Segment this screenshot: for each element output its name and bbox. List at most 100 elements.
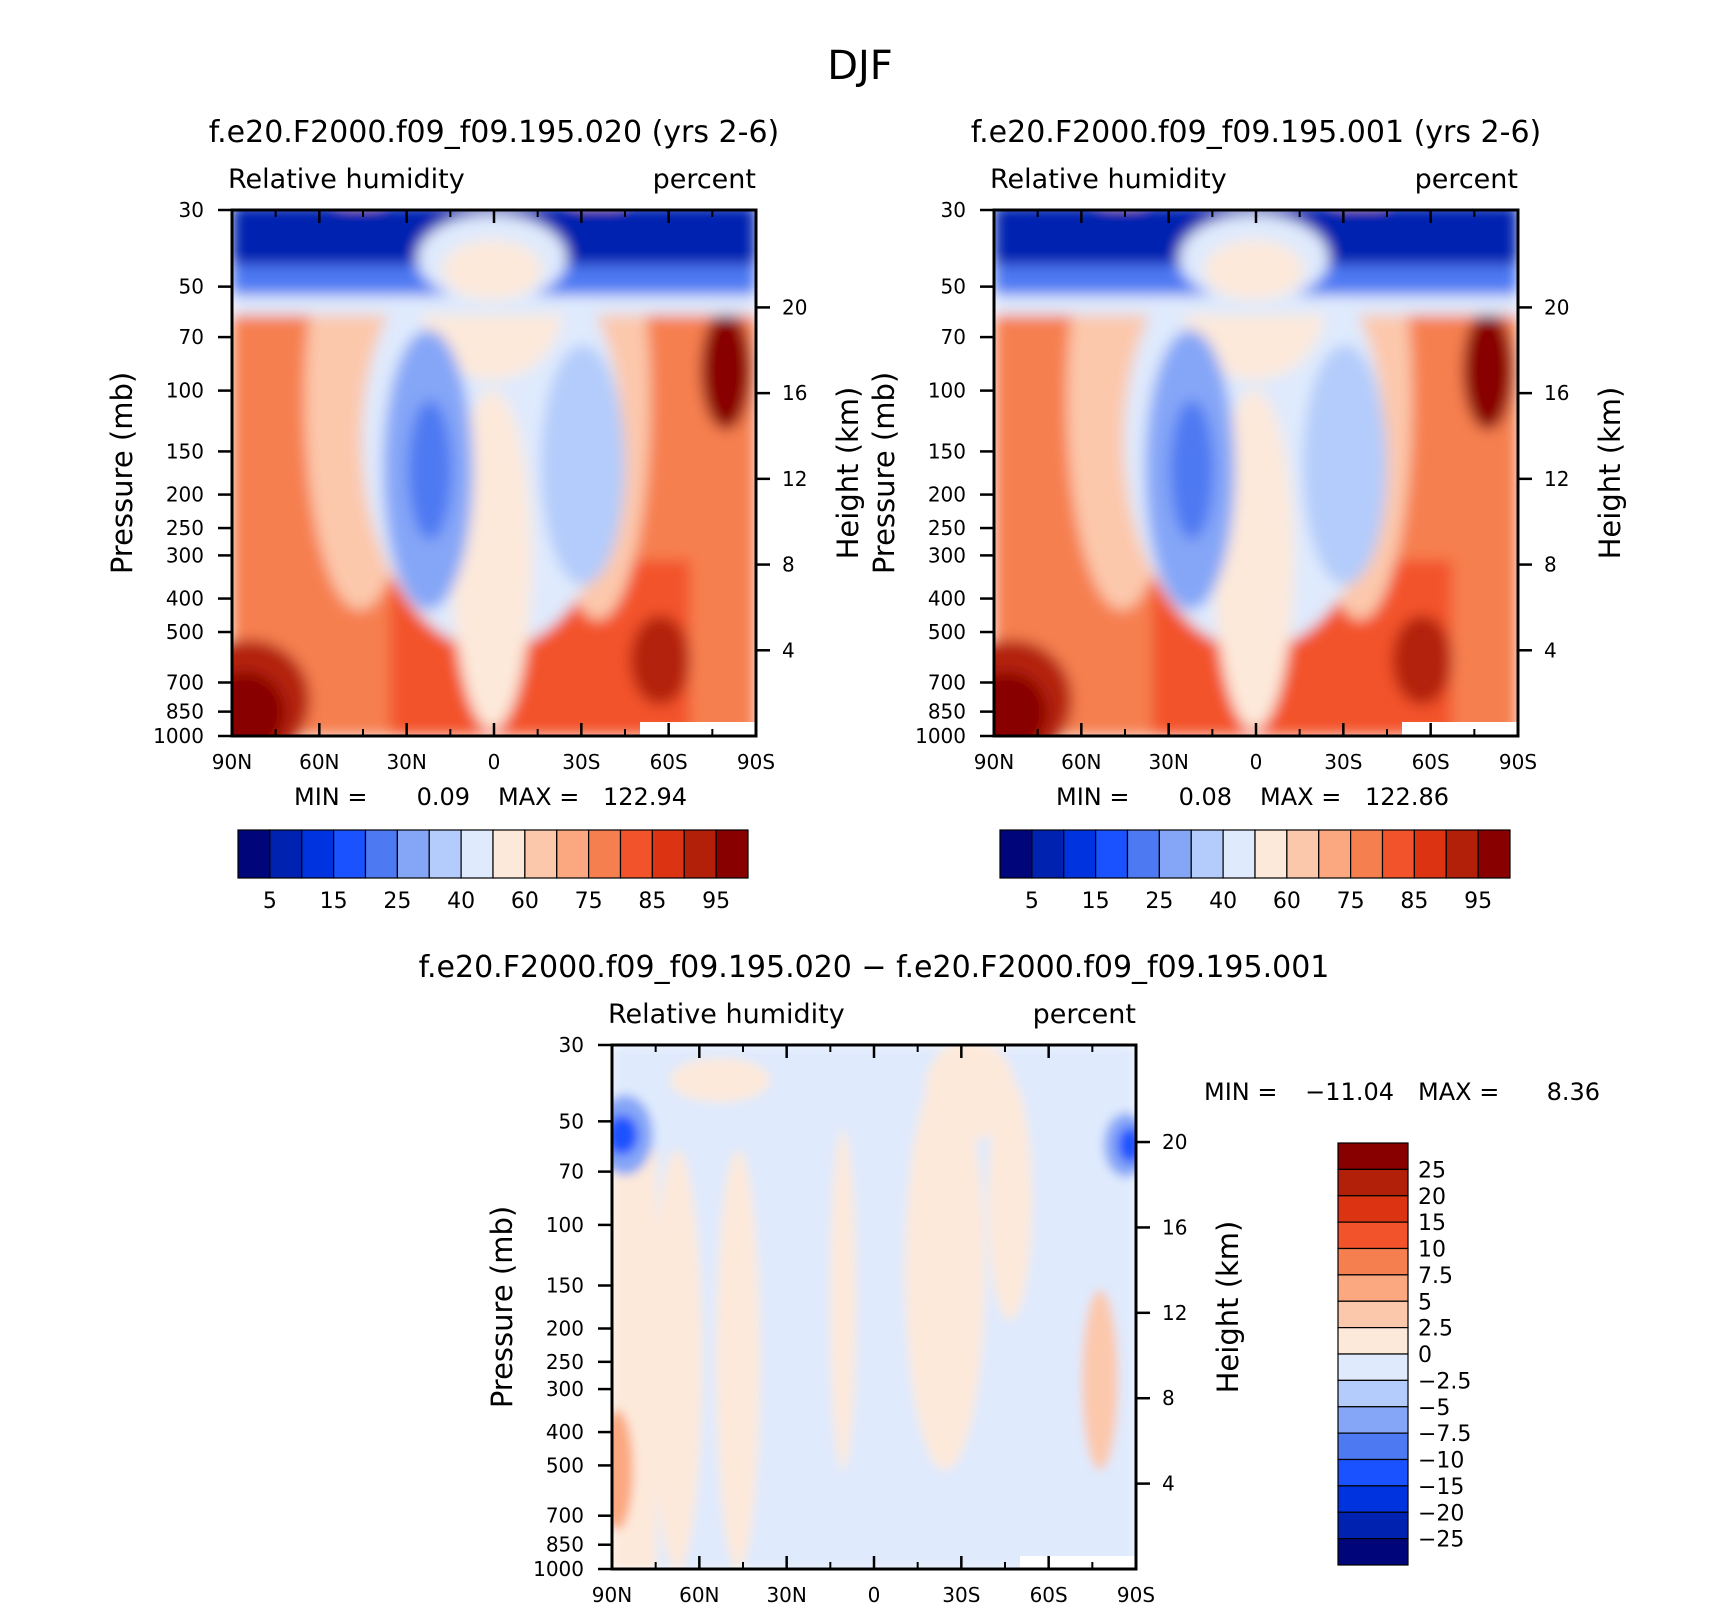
y-tick-label: 100 xyxy=(166,379,204,403)
colorbar-box xyxy=(683,829,717,879)
y-tick-label: 500 xyxy=(928,620,966,644)
colorbar-label: 15 xyxy=(1418,1211,1446,1236)
colorbar-box xyxy=(428,829,462,879)
y-tick-label: 200 xyxy=(546,1316,584,1340)
colorbar-label: 2.5 xyxy=(1418,1317,1453,1342)
colorbar-label: 0 xyxy=(1418,1343,1432,1368)
right-axis-title: Height (km) xyxy=(1211,1221,1245,1394)
y-tick-label: 70 xyxy=(941,325,966,349)
contour-band-40s-positive xyxy=(988,1080,1032,1320)
panel-bottom-difference: f.e20.F2000.f09_f09.195.020 − f.e20.F200… xyxy=(419,950,1329,1569)
y-tick-label: 500 xyxy=(166,620,204,644)
x-tick-label: 30N xyxy=(386,750,426,774)
colorbar-label: 15 xyxy=(320,889,348,914)
contour-band-20s-positive xyxy=(905,1070,985,1470)
y-tick-label: 500 xyxy=(546,1453,584,1477)
panel-top-right: f.e20.F2000.f09_f09.195.001 (yrs 2-6) Re… xyxy=(971,115,1541,736)
colorbar-box xyxy=(715,829,749,879)
right-tick-label: 16 xyxy=(782,381,807,405)
figure-title: DJF xyxy=(827,43,893,89)
y-tick-label: 400 xyxy=(166,587,204,611)
min-label: MIN = xyxy=(1204,1078,1277,1106)
contour-band-60n-positive xyxy=(652,1150,702,1569)
min-value: 0.09 xyxy=(417,783,470,811)
contour-band-nh-lower-positive xyxy=(612,1410,633,1530)
colorbar-label: 25 xyxy=(1418,1158,1446,1183)
colorbar-box xyxy=(269,829,303,879)
y-axis-title: Pressure (mb) xyxy=(867,372,901,574)
contour-field xyxy=(232,210,756,736)
right-axis-title: Height (km) xyxy=(1593,387,1627,560)
y-tick-label: 400 xyxy=(546,1420,584,1444)
colorbar-label: 85 xyxy=(638,889,666,914)
colorbar-box xyxy=(333,829,367,879)
y-tick-label: 100 xyxy=(928,379,966,403)
units-label: percent xyxy=(1415,164,1518,195)
colorbar-box xyxy=(588,829,622,879)
missing-data-region xyxy=(1020,1556,1136,1569)
colorbar-label: −20 xyxy=(1418,1501,1464,1526)
colorbar-label: 40 xyxy=(1209,889,1237,914)
colorbar-box xyxy=(1337,1221,1409,1250)
colorbar-box xyxy=(1350,829,1384,879)
colorbar-box xyxy=(556,829,590,879)
colorbar-label: −10 xyxy=(1418,1449,1464,1474)
contour-band-45n-positive xyxy=(716,1150,760,1569)
max-value: 8.36 xyxy=(1547,1078,1600,1106)
contour-band-sh-upper-moist xyxy=(1463,310,1513,430)
x-tick-label: 30N xyxy=(1148,750,1188,774)
field-label: Relative humidity xyxy=(990,164,1227,195)
colorbar-label: −25 xyxy=(1418,1528,1464,1553)
y-tick-label: 700 xyxy=(546,1504,584,1528)
y-tick-label: 30 xyxy=(941,198,966,222)
x-tick-label: 0 xyxy=(1250,750,1263,774)
colorbar-box xyxy=(651,829,685,879)
min-label: MIN = xyxy=(1056,783,1129,811)
colorbar-label: 95 xyxy=(1464,889,1492,914)
units-label: percent xyxy=(653,164,756,195)
colorbar-layer: 5 15 25 40 60 75 85 95 5 15 25 40 60 75 85 95252015107.… xyxy=(237,829,1511,1566)
contour-fill xyxy=(232,210,756,736)
right-tick-label: 8 xyxy=(1162,1386,1175,1410)
y-tick-label: 30 xyxy=(179,198,204,222)
colorbar-label: 10 xyxy=(1418,1238,1446,1263)
colorbar-label: 15 xyxy=(1082,889,1110,914)
contour-band-nh-surface-core xyxy=(232,672,285,736)
x-tick-label: 60N xyxy=(299,750,339,774)
y-tick-label: 300 xyxy=(166,543,204,567)
colorbar-box xyxy=(1158,829,1192,879)
contour-band-upper-positive-right xyxy=(925,1045,1015,1140)
colorbar-box xyxy=(1337,1458,1409,1487)
colorbar-panel-2: 5 15 25 40 60 75 85 95 xyxy=(999,829,1511,914)
colorbar-box xyxy=(1337,1327,1409,1355)
colorbar-label: 25 xyxy=(1145,889,1173,914)
y-tick-label: 50 xyxy=(179,275,204,299)
colorbar-box xyxy=(999,829,1033,879)
contour-band-sh-upper-negative-core xyxy=(1118,1127,1136,1163)
colorbar-label: 95 xyxy=(702,889,730,914)
x-tick-label: 60S xyxy=(1412,750,1450,774)
contour-band-15n-positive xyxy=(830,1130,856,1470)
y-tick-label: 250 xyxy=(928,516,966,540)
colorbar-box xyxy=(1337,1379,1409,1408)
colorbar-panel-1: 5 15 25 40 60 75 85 95 xyxy=(237,829,749,914)
x-tick-label: 60S xyxy=(650,750,688,774)
colorbar-box xyxy=(1318,829,1352,879)
x-tick-label: 0 xyxy=(488,750,501,774)
colorbar-label: 60 xyxy=(1273,889,1301,914)
colorbar-label: 75 xyxy=(575,889,603,914)
right-tick-label: 8 xyxy=(782,553,795,577)
axes-panel-1: 90N 60N 30N 0 30S 60S 90S 30 50 70 100 150 200 250 300… xyxy=(105,198,865,811)
colorbar-box xyxy=(1254,829,1288,879)
colorbar-box xyxy=(1477,829,1511,879)
y-tick-label: 1000 xyxy=(533,1557,584,1581)
right-tick-label: 12 xyxy=(1544,467,1569,491)
missing-data-region xyxy=(640,722,756,736)
field-label: Relative humidity xyxy=(608,999,845,1030)
colorbar-box xyxy=(1337,1485,1409,1513)
colorbar-box xyxy=(1337,1300,1409,1329)
y-tick-label: 100 xyxy=(546,1213,584,1237)
colorbar-box xyxy=(396,829,430,879)
